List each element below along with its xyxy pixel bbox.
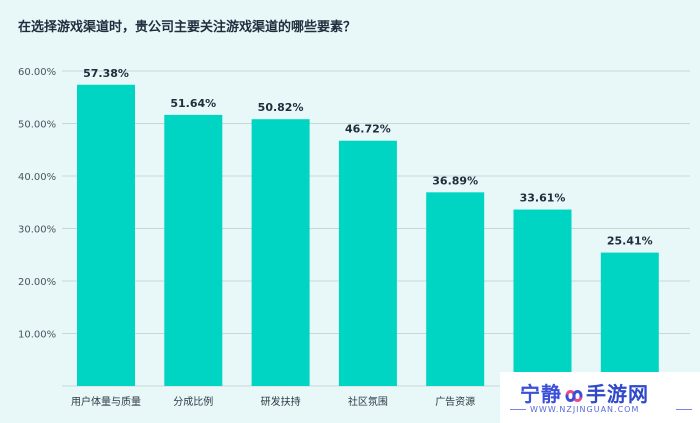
bar <box>426 192 485 386</box>
value-label: 57.38% <box>83 67 129 80</box>
x-tick-labels: 用户体量与质量 分成比例 研发扶持 社区氛围 广告资源 <box>71 395 475 408</box>
x-tick-label: 研发扶持 <box>261 395 301 408</box>
value-label: 36.89% <box>432 174 478 187</box>
value-label: 33.61% <box>520 192 566 205</box>
bar <box>77 84 135 386</box>
bar <box>251 119 310 386</box>
value-labels: 57.38% 51.64% 50.82% 46.72% 36.89% 33.61% 25.4… <box>83 67 653 248</box>
bars <box>77 84 659 386</box>
watermark-logo-icon <box>565 389 583 402</box>
y-tick-label: 30.00% <box>18 225 56 236</box>
y-tick-labels: 10.00% 20.00% 30.00% 40.00% 50.00% 60.00% <box>18 67 56 341</box>
value-label: 51.64% <box>170 97 216 110</box>
y-tick-label: 60.00% <box>18 67 56 78</box>
y-tick-label: 40.00% <box>18 172 56 183</box>
value-label: 25.41% <box>607 235 653 248</box>
value-label: 50.82% <box>258 101 304 114</box>
watermark-url: WWW.NZJINGUAN.COM <box>530 405 640 414</box>
bar <box>164 114 223 386</box>
watermark-name-left: 宁静 <box>520 382 562 406</box>
y-tick-label: 20.00% <box>18 277 56 288</box>
watermark-name-right: 手游网 <box>586 382 649 406</box>
bar <box>338 140 397 386</box>
x-tick-label: 广告资源 <box>435 395 475 408</box>
bar <box>600 252 659 386</box>
x-tick-label: 分成比例 <box>173 395 213 408</box>
y-tick-label: 50.00% <box>18 120 56 131</box>
x-tick-label: 用户体量与质量 <box>71 395 141 408</box>
x-tick-label: 社区氛围 <box>348 395 388 408</box>
value-label: 46.72% <box>345 123 391 136</box>
chart-title: 在选择游戏渠道时，贵公司主要关注游戏渠道的哪些要素？ <box>18 20 357 35</box>
y-tick-label: 10.00% <box>18 330 56 341</box>
watermark: 宁静 手游网 WWW.NZJINGUAN.COM <box>500 372 700 423</box>
bar <box>513 209 572 386</box>
